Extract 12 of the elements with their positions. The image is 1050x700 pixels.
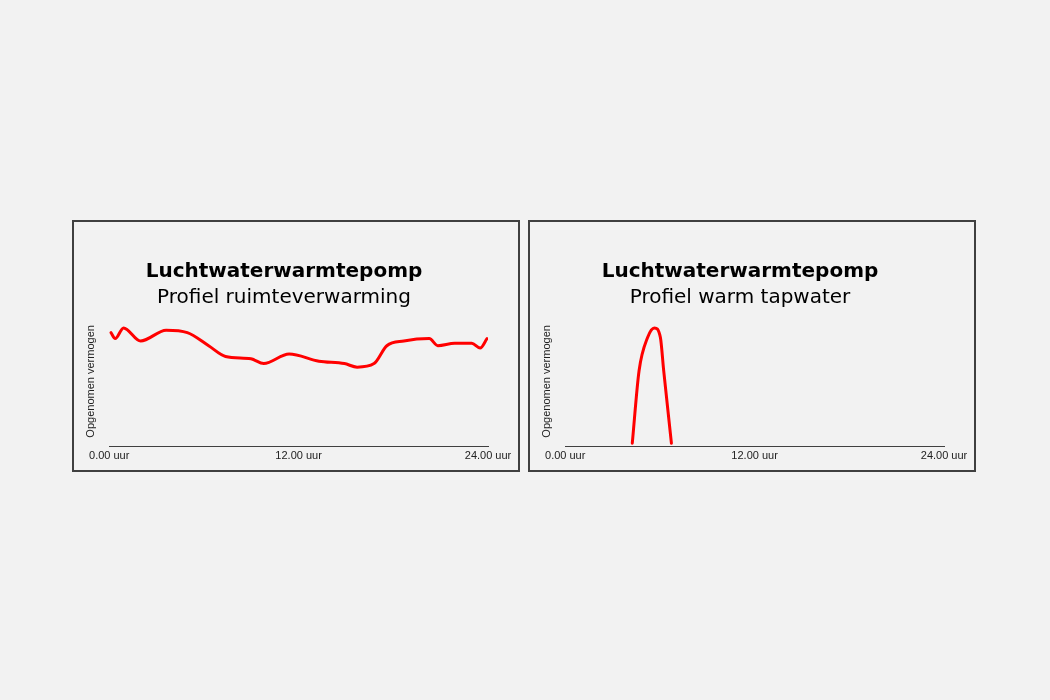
x-tick-label: 24.00 uur (920, 449, 968, 462)
chart-subtitle: Profiel warm tapwater (629, 284, 852, 309)
x-tick-label: 12.00 uur (275, 449, 323, 462)
x-tick-label: 24.00 uur (464, 449, 512, 462)
chart-title: Luchtwaterwarmtepomp (145, 258, 423, 283)
chart-title: Luchtwaterwarmtepomp (601, 258, 879, 283)
y-axis-title: Opgenomen vermogen (539, 325, 552, 438)
x-tick-label: 0.00 uur (545, 449, 586, 462)
chart-subtitle: Profiel ruimteverwarming (157, 284, 411, 309)
x-tick-label: 0.00 uur (89, 449, 130, 462)
y-axis-title: Opgenomen vermogen (83, 325, 96, 438)
x-tick-label: 12.00 uur (731, 449, 779, 462)
